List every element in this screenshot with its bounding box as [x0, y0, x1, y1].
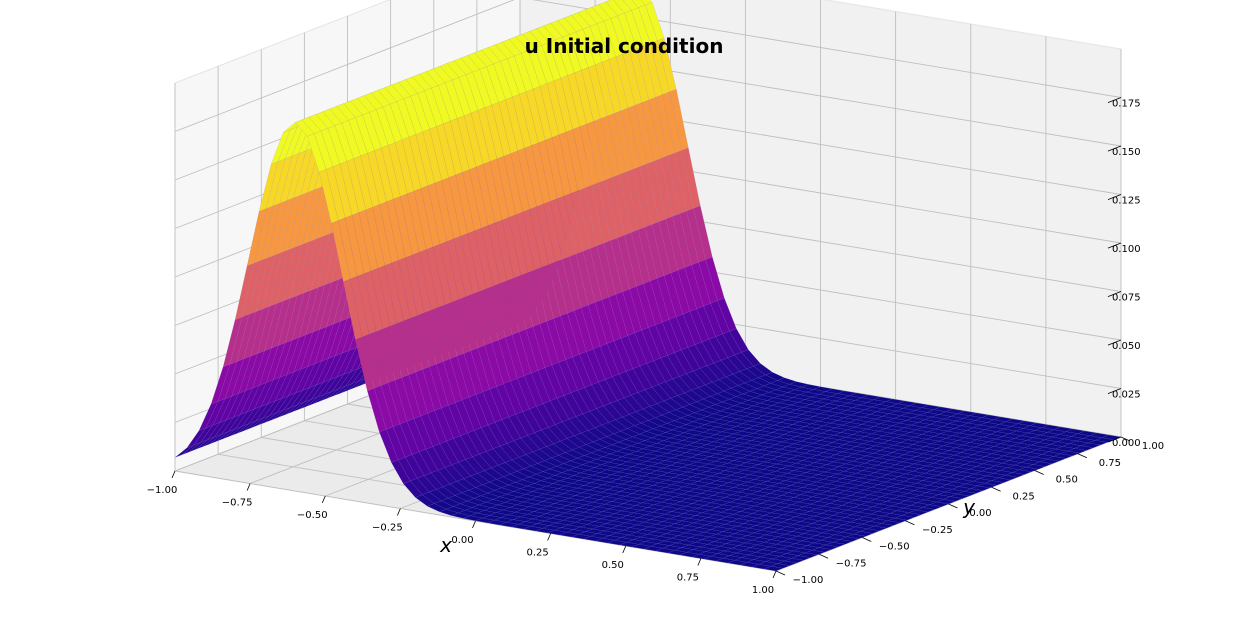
- y-axis-label: y: [962, 495, 976, 519]
- z-tick-mark: [1107, 339, 1122, 346]
- y-tick-label: 0.25: [1012, 491, 1034, 502]
- x-tick-label: 0.50: [602, 560, 624, 571]
- y-tick-mark: [991, 486, 1001, 492]
- z-tick-mark: [1107, 97, 1122, 103]
- x-tick-label: −1.00: [147, 485, 178, 496]
- surface-face: [846, 534, 867, 539]
- surface-face: [811, 547, 832, 553]
- z-tick-label: 0.000: [1112, 438, 1141, 449]
- x-tick-label: 1.00: [752, 585, 774, 596]
- surface-face: [804, 550, 825, 556]
- z-tick-label: 0.125: [1112, 196, 1141, 207]
- surface-face: [797, 552, 818, 558]
- z-tick-mark: [1107, 436, 1122, 443]
- y-tick-label: 1.00: [1142, 441, 1164, 452]
- x-tick-label: 0.00: [451, 535, 473, 546]
- surface-face: [866, 525, 887, 531]
- z-tick-mark: [1107, 388, 1122, 394]
- x-tick-label: 0.75: [677, 573, 699, 584]
- z-tick-label: 0.075: [1112, 293, 1141, 304]
- z-tick-label: 0.100: [1112, 244, 1141, 255]
- x-tick-mark: [171, 470, 176, 479]
- y-tick-mark: [1120, 436, 1131, 442]
- y-tick-mark: [905, 520, 915, 526]
- z-tick-mark: [1107, 291, 1122, 297]
- y-tick-mark: [862, 537, 872, 542]
- z-grid-line: [174, 0, 1122, 132]
- surface-face: [908, 509, 929, 515]
- surface-face: [825, 542, 846, 548]
- surface-face: [853, 531, 874, 537]
- surface-face: [791, 555, 812, 561]
- chart-title: u Initial condition: [525, 34, 724, 58]
- x-tick-label: −0.75: [222, 498, 253, 509]
- y-tick-label: 0.75: [1099, 458, 1121, 469]
- x-tick-mark: [397, 508, 401, 516]
- surface-face: [860, 528, 881, 534]
- surface-face: [873, 523, 894, 529]
- y-tick-mark: [1077, 453, 1088, 459]
- surface-mesh: [174, 0, 1122, 572]
- x-tick-mark: [697, 558, 702, 566]
- surface-face: [784, 558, 805, 564]
- surface-face: [818, 544, 839, 550]
- y-tick-mark: [948, 503, 958, 509]
- y-tick-label: 0.50: [1056, 475, 1078, 486]
- y-tick-mark: [1034, 470, 1044, 475]
- x-tick-label: 0.25: [526, 548, 548, 559]
- z-tick-mark: [1107, 145, 1122, 152]
- surface-face: [894, 515, 915, 521]
- y-tick-label: −0.25: [922, 525, 953, 536]
- x-tick-mark: [772, 570, 777, 579]
- surface-face: [777, 560, 798, 566]
- y-tick-mark: [818, 553, 829, 559]
- x-tick-mark: [472, 520, 476, 529]
- x-tick-label: −0.25: [372, 523, 403, 534]
- y-tick-label: −0.75: [836, 558, 867, 569]
- z-tick-label: 0.025: [1112, 390, 1141, 401]
- surface-face: [770, 563, 791, 569]
- surface-face: [832, 539, 853, 545]
- surface-face: [887, 517, 908, 523]
- y-tick-mark: [775, 570, 786, 576]
- surface-face: [763, 566, 784, 572]
- x-tick-mark: [321, 495, 326, 504]
- x-tick-mark: [246, 483, 251, 491]
- z-tick-mark: [1107, 194, 1122, 200]
- y-tick-label: −1.00: [793, 575, 824, 586]
- z-tick-label: 0.175: [1112, 99, 1141, 110]
- surface-face: [880, 520, 901, 526]
- surface-face: [839, 536, 860, 542]
- z-tick-label: 0.150: [1112, 147, 1141, 158]
- z-tick-mark: [1107, 242, 1122, 249]
- x-tick-label: −0.50: [297, 510, 328, 521]
- axis-ticks: −1.00 −0.75 −0.50 −0.25 0.00 0.25 0.50 0.75 1.00…: [147, 97, 1164, 596]
- z-tick-label: 0.050: [1112, 341, 1141, 352]
- x-axis-label: x: [439, 533, 452, 557]
- y-tick-label: −0.50: [879, 542, 910, 553]
- y-tick-label: 0.00: [969, 508, 991, 519]
- surface-face: [901, 512, 922, 518]
- x-tick-mark: [547, 533, 551, 541]
- x-tick-mark: [622, 545, 627, 554]
